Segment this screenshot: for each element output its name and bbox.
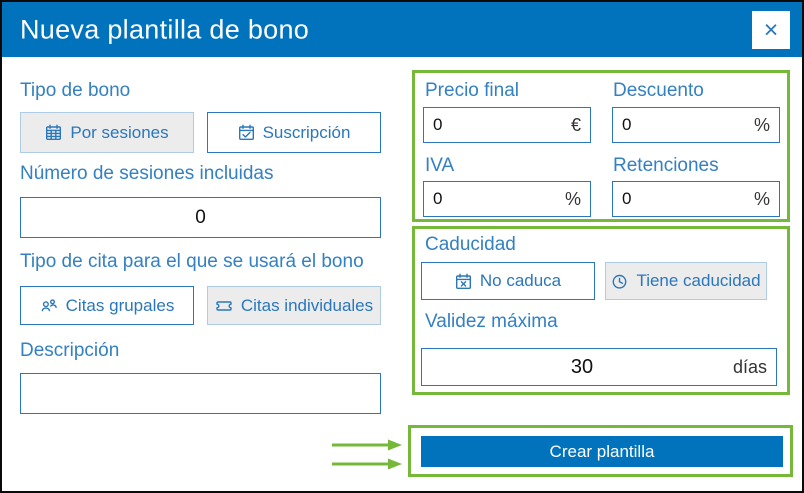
- retenciones-field: %: [612, 181, 780, 217]
- discount-input[interactable]: [613, 115, 754, 135]
- clock-icon: [611, 273, 628, 290]
- calendar-check-icon: [238, 124, 255, 141]
- no-caduca-toggle[interactable]: No caduca: [421, 262, 595, 300]
- create-template-button[interactable]: Crear plantilla: [421, 436, 783, 467]
- final-price-unit: €: [570, 114, 581, 135]
- citas-grupales-label: Citas grupales: [65, 295, 175, 315]
- description-label: Descripción: [20, 340, 120, 361]
- caducidad-label: Caducidad: [425, 234, 516, 255]
- dialog-title: Nueva plantilla de bono: [20, 14, 310, 44]
- discount-unit: %: [753, 114, 770, 135]
- calendar-grid-icon: [45, 124, 62, 141]
- retenciones-unit: %: [753, 188, 770, 209]
- close-button[interactable]: ×: [752, 11, 790, 49]
- iva-input[interactable]: [424, 189, 565, 209]
- close-icon: ×: [763, 15, 779, 44]
- final-price-field: €: [423, 107, 591, 143]
- final-price-input[interactable]: [424, 115, 571, 135]
- no-caduca-label: No caduca: [479, 271, 562, 290]
- voucher-type-label: Tipo de bono: [20, 80, 131, 101]
- suscripcion-toggle[interactable]: Suscripción: [207, 112, 381, 153]
- iva-label: IVA: [425, 155, 455, 176]
- citas-grupales-toggle[interactable]: Citas grupales: [20, 286, 194, 325]
- validez-maxima-label: Validez máxima: [425, 311, 558, 332]
- calendar-x-icon: [455, 273, 472, 290]
- pricing-section-highlight: Precio final Descuento € % IVA Retencion…: [412, 70, 790, 222]
- appointment-type-label: Tipo de cita para el que se usará el bon…: [20, 251, 364, 272]
- iva-unit: %: [564, 188, 581, 209]
- iva-field: %: [423, 181, 591, 217]
- por-sesiones-toggle[interactable]: Por sesiones: [20, 112, 194, 153]
- por-sesiones-label: Por sesiones: [70, 122, 169, 142]
- ticket-icon: [215, 297, 233, 314]
- validez-field: días: [421, 348, 777, 386]
- description-input[interactable]: [20, 373, 381, 414]
- validez-unit: días: [732, 356, 767, 377]
- sessions-count-label: Número de sesiones incluidas: [20, 163, 274, 184]
- retenciones-label: Retenciones: [613, 155, 719, 176]
- annotation-arrow-1: [332, 439, 402, 451]
- sessions-count-input[interactable]: [20, 197, 381, 238]
- tiene-caducidad-toggle[interactable]: Tiene caducidad: [605, 262, 767, 300]
- dialog-header: Nueva plantilla de bono ×: [2, 2, 802, 57]
- people-icon: [40, 297, 58, 314]
- discount-field: %: [612, 107, 780, 143]
- discount-label: Descuento: [613, 80, 704, 101]
- tiene-caducidad-label: Tiene caducidad: [636, 271, 761, 290]
- suscripcion-label: Suscripción: [262, 122, 351, 142]
- annotation-arrow-2: [332, 458, 402, 470]
- citas-individuales-label: Citas individuales: [240, 295, 374, 315]
- validez-input[interactable]: [422, 355, 733, 379]
- expiry-section-highlight: Caducidad No caduca Tiene caducidad Vali…: [412, 226, 790, 395]
- submit-section-highlight: Crear plantilla: [408, 425, 793, 477]
- retenciones-input[interactable]: [613, 189, 754, 209]
- citas-individuales-toggle[interactable]: Citas individuales: [207, 286, 381, 325]
- final-price-label: Precio final: [425, 80, 519, 101]
